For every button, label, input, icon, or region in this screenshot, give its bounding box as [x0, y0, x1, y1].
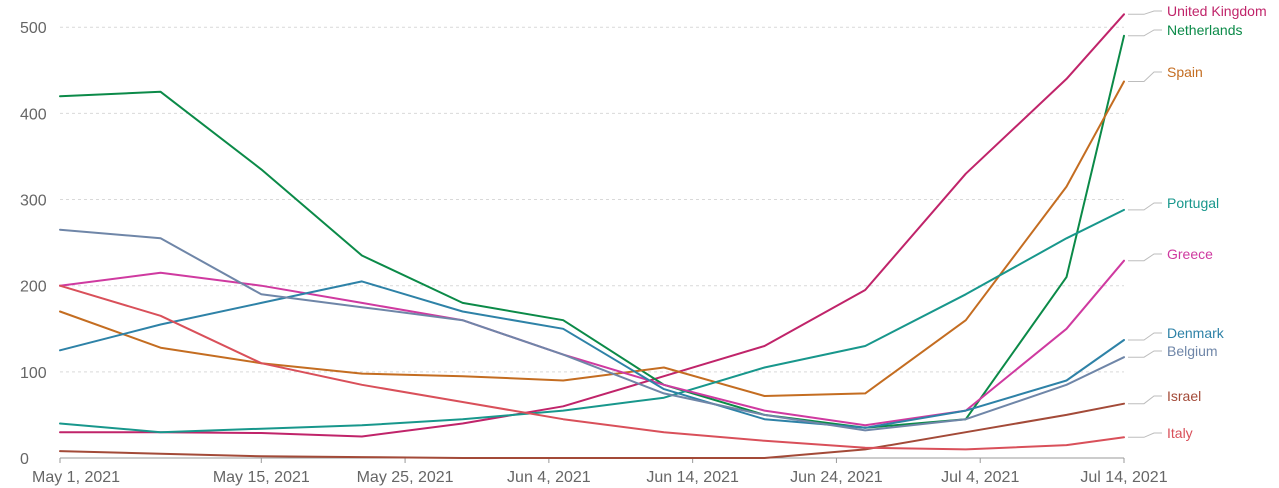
legend-label-spain: Spain: [1167, 64, 1203, 80]
y-tick-label: 0: [20, 451, 29, 468]
y-tick-label: 200: [20, 279, 47, 296]
legend-leader-line: [1128, 71, 1162, 82]
y-tick-label: 100: [20, 365, 47, 382]
x-tick-label: May 15, 2021: [213, 469, 310, 486]
legend-label-israel: Israel: [1167, 388, 1201, 404]
legend-leader-line: [1128, 432, 1162, 438]
x-tick-label: Jun 24, 2021: [790, 469, 883, 486]
y-tick-label: 400: [20, 106, 47, 123]
x-tick-label: Jul 4, 2021: [941, 469, 1019, 486]
x-axis-ticks: May 1, 2021 May 15, 2021 May 25, 2021 Jun 4…: [32, 458, 1168, 486]
series-line-netherlands: [59, 34, 1125, 429]
x-tick-label: May 1, 2021: [32, 469, 120, 486]
legend-leader-line: [1128, 202, 1162, 211]
legend-label-denmark: Denmark: [1167, 325, 1225, 341]
series-line-greece: [59, 259, 1125, 427]
legend-leader-line: [1128, 253, 1162, 262]
y-tick-label: 500: [20, 20, 47, 37]
legend-leader-line: [1128, 332, 1162, 341]
legend-label-greece: Greece: [1167, 246, 1213, 262]
legend: United Kingdom Netherlands Spain Portugal Gr…: [1128, 3, 1267, 441]
legend-leader-line: [1128, 10, 1162, 15]
x-tick-label: Jun 14, 2021: [646, 469, 739, 486]
legend-leader-line: [1128, 350, 1162, 358]
legend-leader-line: [1128, 29, 1162, 37]
x-tick-label: Jul 14, 2021: [1080, 469, 1167, 486]
series-line-italy: [59, 284, 1125, 451]
y-axis-ticks: 0 100 200 300 400 500: [20, 20, 47, 468]
legend-label-belgium: Belgium: [1167, 343, 1218, 359]
legend-label-portugal: Portugal: [1167, 195, 1219, 211]
legend-label-netherlands: Netherlands: [1167, 22, 1243, 38]
series-line-belgium: [59, 228, 1125, 432]
series-line-israel: [59, 402, 1125, 459]
x-tick-label: May 25, 2021: [357, 469, 454, 486]
series-lines: [59, 13, 1125, 459]
legend-leader-line: [1128, 395, 1162, 405]
legend-label-italy: Italy: [1167, 425, 1193, 441]
grid-lines: [60, 26, 1124, 459]
series-line-united-kingdom: [59, 13, 1125, 438]
series-line-spain: [59, 80, 1125, 397]
legend-label-united-kingdom: United Kingdom: [1167, 3, 1267, 19]
y-tick-label: 300: [20, 193, 47, 210]
series-line-denmark: [59, 280, 1125, 429]
series-line-portugal: [59, 208, 1125, 434]
x-tick-label: Jun 4, 2021: [507, 469, 591, 486]
